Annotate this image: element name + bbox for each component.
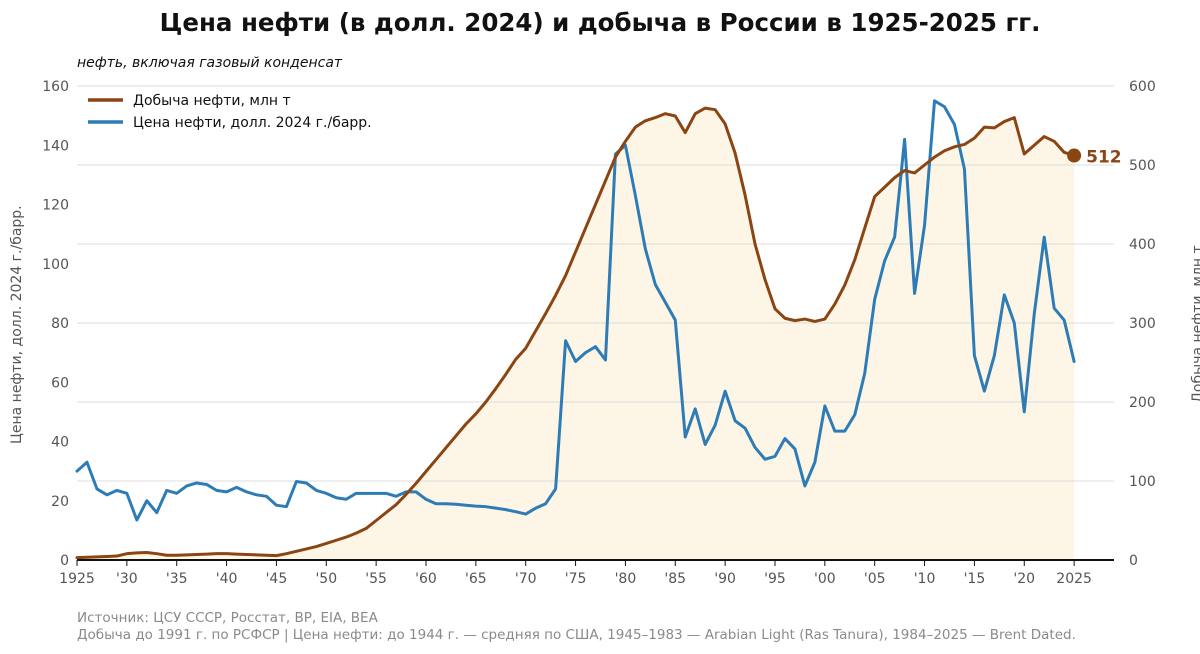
x-tick-label: '50 xyxy=(315,571,337,587)
y-left-tick-label: 40 xyxy=(51,435,69,451)
production-end-marker xyxy=(1067,148,1082,163)
source-note: Источник: ЦСУ СССР, Росстат, BP, EIA, BE… xyxy=(77,610,1076,644)
x-tick-label: '15 xyxy=(964,571,986,587)
x-tick-label: '60 xyxy=(415,571,437,587)
y-right-tick-label: 300 xyxy=(1129,316,1156,332)
production-end-label: 512 xyxy=(1086,148,1122,168)
chart-title: Цена нефти (в долл. 2024) и добыча в Рос… xyxy=(159,8,1041,37)
x-tick-label: 1925 xyxy=(59,571,95,587)
x-tick-label: '85 xyxy=(664,571,686,587)
y-right-tick-label: 400 xyxy=(1129,237,1156,253)
y-left-tick-label: 160 xyxy=(42,79,69,95)
x-tick-label: '65 xyxy=(465,571,487,587)
y-left-tick-label: 0 xyxy=(60,553,69,569)
x-tick-label: '10 xyxy=(914,571,936,587)
x-tick-label: '05 xyxy=(864,571,886,587)
y-right-tick-label: 500 xyxy=(1129,158,1156,174)
y-left-tick-label: 80 xyxy=(51,316,69,332)
x-tick-label: '40 xyxy=(216,571,238,587)
y-left-tick-label: 60 xyxy=(51,375,69,391)
x-tick-label: '95 xyxy=(764,571,786,587)
chart-subtitle: нефть, включая газовый конденсат xyxy=(77,55,343,71)
y-right-tick-label: 200 xyxy=(1129,395,1156,411)
x-tick-label: '75 xyxy=(565,571,587,587)
x-tick-label: '30 xyxy=(116,571,138,587)
x-tick-label: '00 xyxy=(814,571,836,587)
price-line xyxy=(75,99,1076,522)
legend-item-price-label: Цена нефти, долл. 2024 г./барр. xyxy=(133,115,372,131)
x-tick-label: '20 xyxy=(1013,571,1035,587)
x-tick-label: '90 xyxy=(714,571,736,587)
source-line-1: Источник: ЦСУ СССР, Росстат, BP, EIA, BE… xyxy=(77,610,378,626)
production-area xyxy=(77,108,1075,561)
y-left-tick-label: 140 xyxy=(42,138,69,154)
x-tick-label: '80 xyxy=(615,571,637,587)
x-tick-label: '45 xyxy=(266,571,288,587)
y-right-tick-label: 100 xyxy=(1129,474,1156,490)
y-left-tick-label: 100 xyxy=(42,257,69,273)
y-left-tick-label: 20 xyxy=(51,494,69,510)
y-right-tick-label: 0 xyxy=(1129,553,1138,569)
x-tick-label: 2025 xyxy=(1056,571,1092,587)
x-tick-label: '70 xyxy=(515,571,537,587)
y-right-tick-label: 600 xyxy=(1129,79,1156,95)
x-tick-label: '35 xyxy=(166,571,188,587)
y-left-tick-label: 120 xyxy=(42,198,69,214)
legend-item-production-label: Добыча нефти, млн т xyxy=(133,93,291,109)
source-line-2: Добыча до 1991 г. по РСФСР | Цена нефти:… xyxy=(77,627,1076,643)
production-line xyxy=(75,106,1076,560)
x-tick-label: '55 xyxy=(365,571,387,587)
